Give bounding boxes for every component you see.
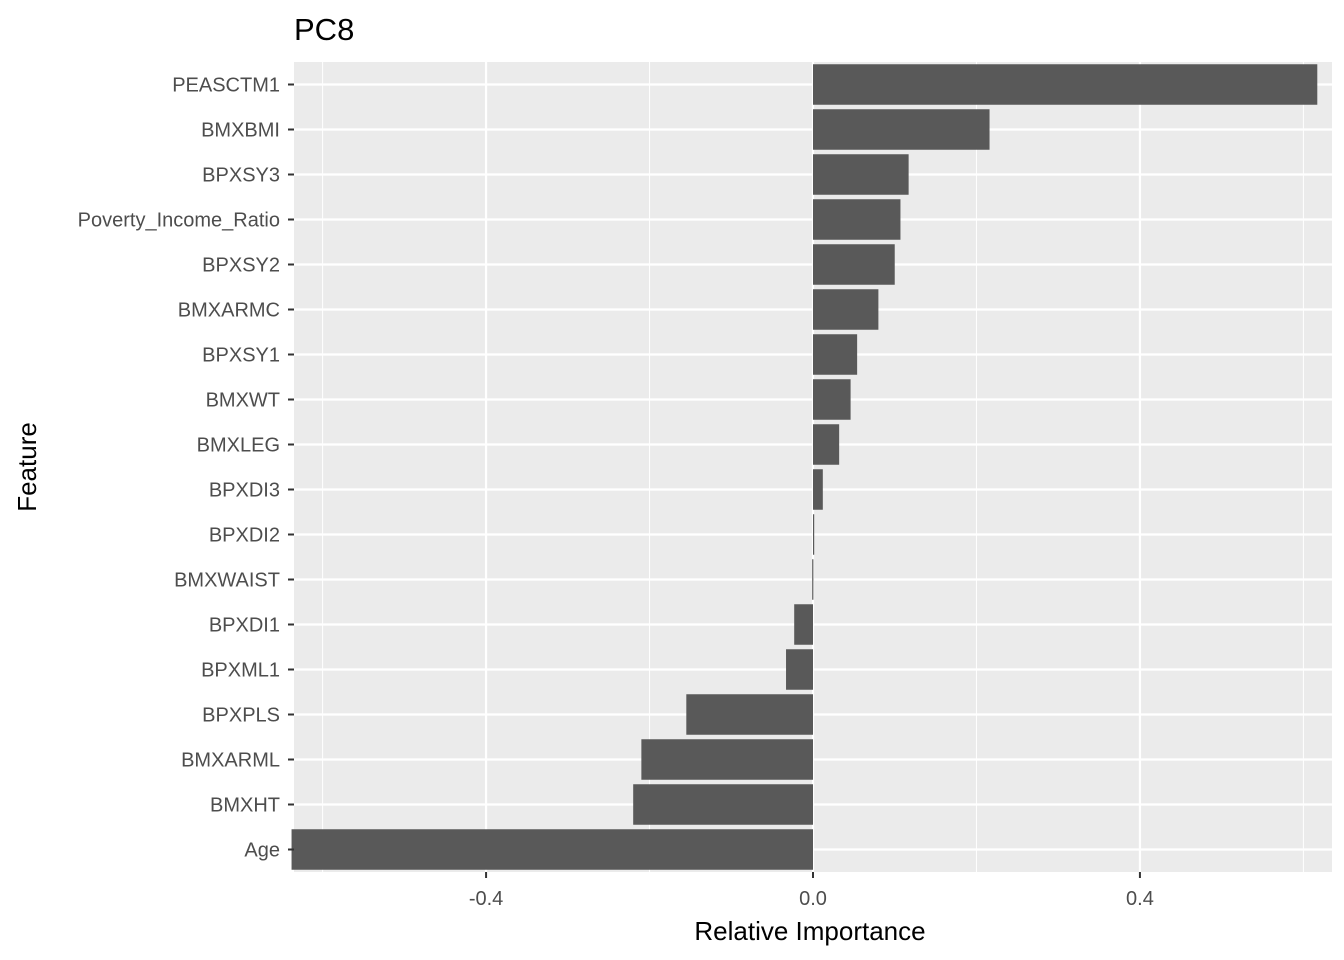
y-tick-label: Poverty_Income_Ratio: [78, 210, 280, 232]
bar: [813, 244, 895, 285]
y-tick-label: BMXBMI: [201, 120, 280, 142]
y-tick-label: BPXSY3: [202, 165, 280, 187]
y-tick-label: BMXARMC: [178, 300, 280, 322]
y-tick-label: BPXDI3: [209, 480, 280, 502]
bar: [641, 739, 813, 780]
bar: [786, 649, 813, 690]
y-axis: PEASCTM1 BMXBMI BPXSY3 Poverty_Income_Ratio…: [78, 75, 294, 862]
bar: [633, 784, 813, 825]
bar: [291, 829, 813, 870]
x-axis: -0.4 0.0 0.4: [469, 872, 1154, 910]
bars: [291, 64, 1318, 870]
bar: [813, 199, 901, 240]
y-tick-label: BMXWAIST: [174, 570, 280, 592]
bar: [813, 289, 879, 330]
y-tick-label: BPXDI2: [209, 525, 280, 547]
y-tick-label: BMXWT: [206, 390, 280, 412]
y-tick-label: BPXSY1: [202, 345, 280, 367]
bar: [813, 469, 823, 510]
bar: [794, 604, 813, 645]
bar: [813, 154, 909, 195]
y-tick-label: Age: [244, 840, 280, 862]
y-tick-label: BMXHT: [210, 795, 280, 817]
x-tick-label: -0.4: [469, 888, 503, 910]
bar: [813, 109, 990, 150]
y-tick-label: BPXPLS: [202, 705, 280, 727]
y-tick-label: BMXARML: [181, 750, 280, 772]
y-tick-label: BPXML1: [201, 660, 280, 682]
bar: [813, 379, 851, 420]
bar: [813, 64, 1318, 105]
bar: [813, 514, 815, 555]
bar: [686, 694, 813, 735]
chart-title: PC8: [294, 12, 354, 47]
y-tick-label: BPXSY2: [202, 255, 280, 277]
x-tick-label: 0.0: [799, 888, 827, 910]
bar: [813, 334, 858, 375]
y-tick-label: BPXDI1: [209, 615, 280, 637]
y-tick-label: BMXLEG: [197, 435, 280, 457]
y-axis-title: Feature: [12, 422, 42, 512]
bar: [812, 559, 814, 600]
x-axis-title: Relative Importance: [694, 916, 925, 946]
y-tick-label: PEASCTM1: [172, 75, 280, 97]
bar: [813, 424, 840, 465]
x-tick-label: 0.4: [1126, 888, 1154, 910]
minor-gridlines: [322, 62, 1304, 872]
